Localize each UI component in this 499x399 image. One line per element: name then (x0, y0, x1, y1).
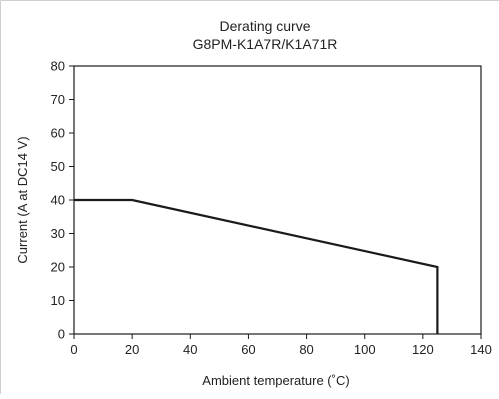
x-tick-label: 20 (125, 342, 139, 357)
y-tick-label: 30 (51, 226, 65, 241)
y-tick-label: 20 (51, 260, 65, 275)
y-axis-label: Current (A at DC14 V) (15, 136, 30, 263)
y-axis-ticks: 0 10 20 30 40 50 60 70 80 (51, 59, 74, 342)
y-tick-label: 60 (51, 126, 65, 141)
x-axis-ticks: 0 20 40 60 80 100 120 140 (70, 334, 492, 357)
x-tick-label: 80 (299, 342, 313, 357)
chart-title: Derating curve (219, 18, 310, 34)
series-layer (74, 198, 439, 334)
x-tick-label: 40 (183, 342, 197, 357)
series-line (74, 198, 439, 334)
x-tick-label: 120 (412, 342, 434, 357)
x-axis-label: Ambient temperature (˚C) (202, 373, 349, 388)
x-tick-label: 100 (354, 342, 376, 357)
x-tick-label: 0 (70, 342, 77, 357)
x-tick-label: 140 (470, 342, 492, 357)
y-tick-label: 70 (51, 92, 65, 107)
y-tick-label: 0 (58, 327, 65, 342)
y-tick-label: 10 (51, 293, 65, 308)
y-tick-label: 50 (51, 159, 65, 174)
chart-subtitle: G8PM-K1A7R/K1A71R (193, 36, 338, 52)
y-tick-label: 80 (51, 59, 65, 74)
x-tick-label: 60 (241, 342, 255, 357)
y-tick-label: 40 (51, 193, 65, 208)
